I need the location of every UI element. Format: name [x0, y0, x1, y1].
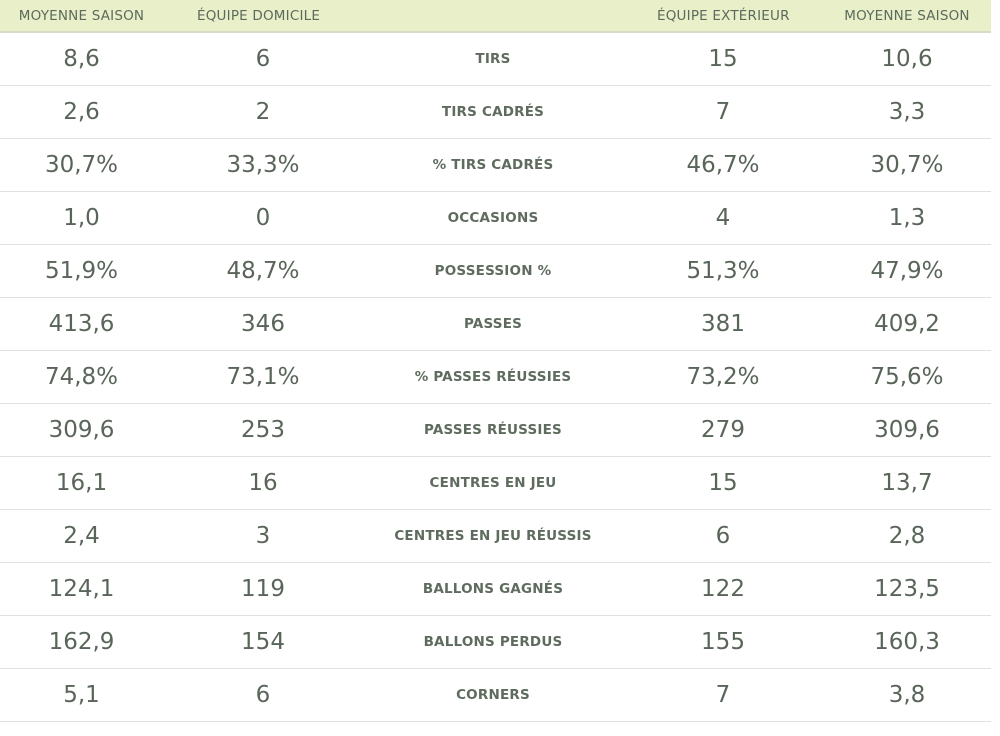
away-value-cell: 15: [623, 456, 823, 510]
away-season-avg-cell: 30,7%: [823, 138, 991, 192]
home-season-avg-cell: 309,6: [0, 403, 163, 457]
table-row: 8,6 6 TIRS 15 10,6: [0, 32, 991, 86]
away-value-cell: 51,3%: [623, 244, 823, 298]
home-value-cell: 48,7%: [163, 244, 363, 298]
away-season-avg-cell: 123,5: [823, 562, 991, 616]
table-row: 1,0 0 OCCASIONS 4 1,3: [0, 191, 991, 245]
table-row: 51,9% 48,7% POSSESSION % 51,3% 47,9%: [0, 244, 991, 298]
away-season-avg-cell: 409,2: [823, 297, 991, 351]
stat-label-cell: BALLONS GAGNÉS: [363, 562, 623, 616]
home-value-cell: 0: [163, 191, 363, 245]
table-row: 2,6 2 TIRS CADRÉS 7 3,3: [0, 85, 991, 139]
stat-label-cell: CENTRES EN JEU: [363, 456, 623, 510]
away-season-avg-cell: 160,3: [823, 615, 991, 669]
home-value-cell: 33,3%: [163, 138, 363, 192]
home-season-avg-cell: 124,1: [0, 562, 163, 616]
table-row: 413,6 346 PASSES 381 409,2: [0, 297, 991, 351]
away-value-cell: 6: [623, 509, 823, 563]
away-value-cell: 7: [623, 85, 823, 139]
table-header-row: MOYENNE SAISON ÉQUIPE DOMICILE ÉQUIPE EX…: [0, 0, 991, 33]
away-value-cell: 73,2%: [623, 350, 823, 404]
table-body: 8,6 6 TIRS 15 10,6 2,6 2 TIRS CADRÉS 7 3,3 30,7% 33…: [0, 32, 991, 722]
home-season-avg-cell: 5,1: [0, 668, 163, 722]
away-value-cell: 46,7%: [623, 138, 823, 192]
away-value-cell: 279: [623, 403, 823, 457]
away-season-avg-cell: 1,3: [823, 191, 991, 245]
home-value-cell: 346: [163, 297, 363, 351]
away-value-cell: 7: [623, 668, 823, 722]
home-season-avg-cell: 30,7%: [0, 138, 163, 192]
away-value-cell: 122: [623, 562, 823, 616]
stat-label-cell: PASSES RÉUSSIES: [363, 403, 623, 457]
stat-label-cell: OCCASIONS: [363, 191, 623, 245]
home-value-cell: 154: [163, 615, 363, 669]
away-value-cell: 381: [623, 297, 823, 351]
stat-label-cell: CORNERS: [363, 668, 623, 722]
home-value-cell: 73,1%: [163, 350, 363, 404]
table-row: 124,1 119 BALLONS GAGNÉS 122 123,5: [0, 562, 991, 616]
stat-label-cell: TIRS CADRÉS: [363, 85, 623, 139]
header-stat: [363, 0, 623, 33]
away-value-cell: 15: [623, 32, 823, 86]
table-row: 16,1 16 CENTRES EN JEU 15 13,7: [0, 456, 991, 510]
table-row: 162,9 154 BALLONS PERDUS 155 160,3: [0, 615, 991, 669]
away-season-avg-cell: 75,6%: [823, 350, 991, 404]
stat-label-cell: CENTRES EN JEU RÉUSSIS: [363, 509, 623, 563]
away-season-avg-cell: 13,7: [823, 456, 991, 510]
away-season-avg-cell: 2,8: [823, 509, 991, 563]
away-season-avg-cell: 309,6: [823, 403, 991, 457]
away-value-cell: 155: [623, 615, 823, 669]
home-season-avg-cell: 16,1: [0, 456, 163, 510]
home-value-cell: 253: [163, 403, 363, 457]
home-season-avg-cell: 162,9: [0, 615, 163, 669]
stat-label-cell: % TIRS CADRÉS: [363, 138, 623, 192]
home-season-avg-cell: 413,6: [0, 297, 163, 351]
home-value-cell: 2: [163, 85, 363, 139]
table-row: 74,8% 73,1%% PASSES RÉUSSIES 73,2% 75,6%: [0, 350, 991, 404]
away-season-avg-cell: 47,9%: [823, 244, 991, 298]
home-value-cell: 6: [163, 32, 363, 86]
home-value-cell: 3: [163, 509, 363, 563]
home-value-cell: 16: [163, 456, 363, 510]
home-season-avg-cell: 2,6: [0, 85, 163, 139]
table-row: 309,6 253 PASSES RÉUSSIES 279 309,6: [0, 403, 991, 457]
home-value-cell: 6: [163, 668, 363, 722]
away-value-cell: 4: [623, 191, 823, 245]
away-season-avg-cell: 10,6: [823, 32, 991, 86]
home-season-avg-cell: 2,4: [0, 509, 163, 563]
home-season-avg-cell: 1,0: [0, 191, 163, 245]
stat-label-cell: TIRS: [363, 32, 623, 86]
header-away-team: ÉQUIPE EXTÉRIEUR: [623, 0, 823, 33]
header-home-season-avg: MOYENNE SAISON: [0, 0, 163, 33]
home-season-avg-cell: 51,9%: [0, 244, 163, 298]
stat-label-cell: PASSES: [363, 297, 623, 351]
match-stats-table: MOYENNE SAISON ÉQUIPE DOMICILE ÉQUIPE EX…: [0, 0, 991, 722]
header-home-team: ÉQUIPE DOMICILE: [163, 0, 363, 33]
header-away-season-avg: MOYENNE SAISON: [823, 0, 991, 33]
table-row: 2,4 3 CENTRES EN JEU RÉUSSIS 6 2,8: [0, 509, 991, 563]
stat-label-cell: BALLONS PERDUS: [363, 615, 623, 669]
table-row: 30,7% 33,3%% TIRS CADRÉS 46,7% 30,7%: [0, 138, 991, 192]
away-season-avg-cell: 3,3: [823, 85, 991, 139]
home-value-cell: 119: [163, 562, 363, 616]
away-season-avg-cell: 3,8: [823, 668, 991, 722]
stat-label-cell: POSSESSION %: [363, 244, 623, 298]
home-season-avg-cell: 8,6: [0, 32, 163, 86]
table-row: 5,1 6 CORNERS 7 3,8: [0, 668, 991, 722]
home-season-avg-cell: 74,8%: [0, 350, 163, 404]
stat-label-cell: % PASSES RÉUSSIES: [363, 350, 623, 404]
